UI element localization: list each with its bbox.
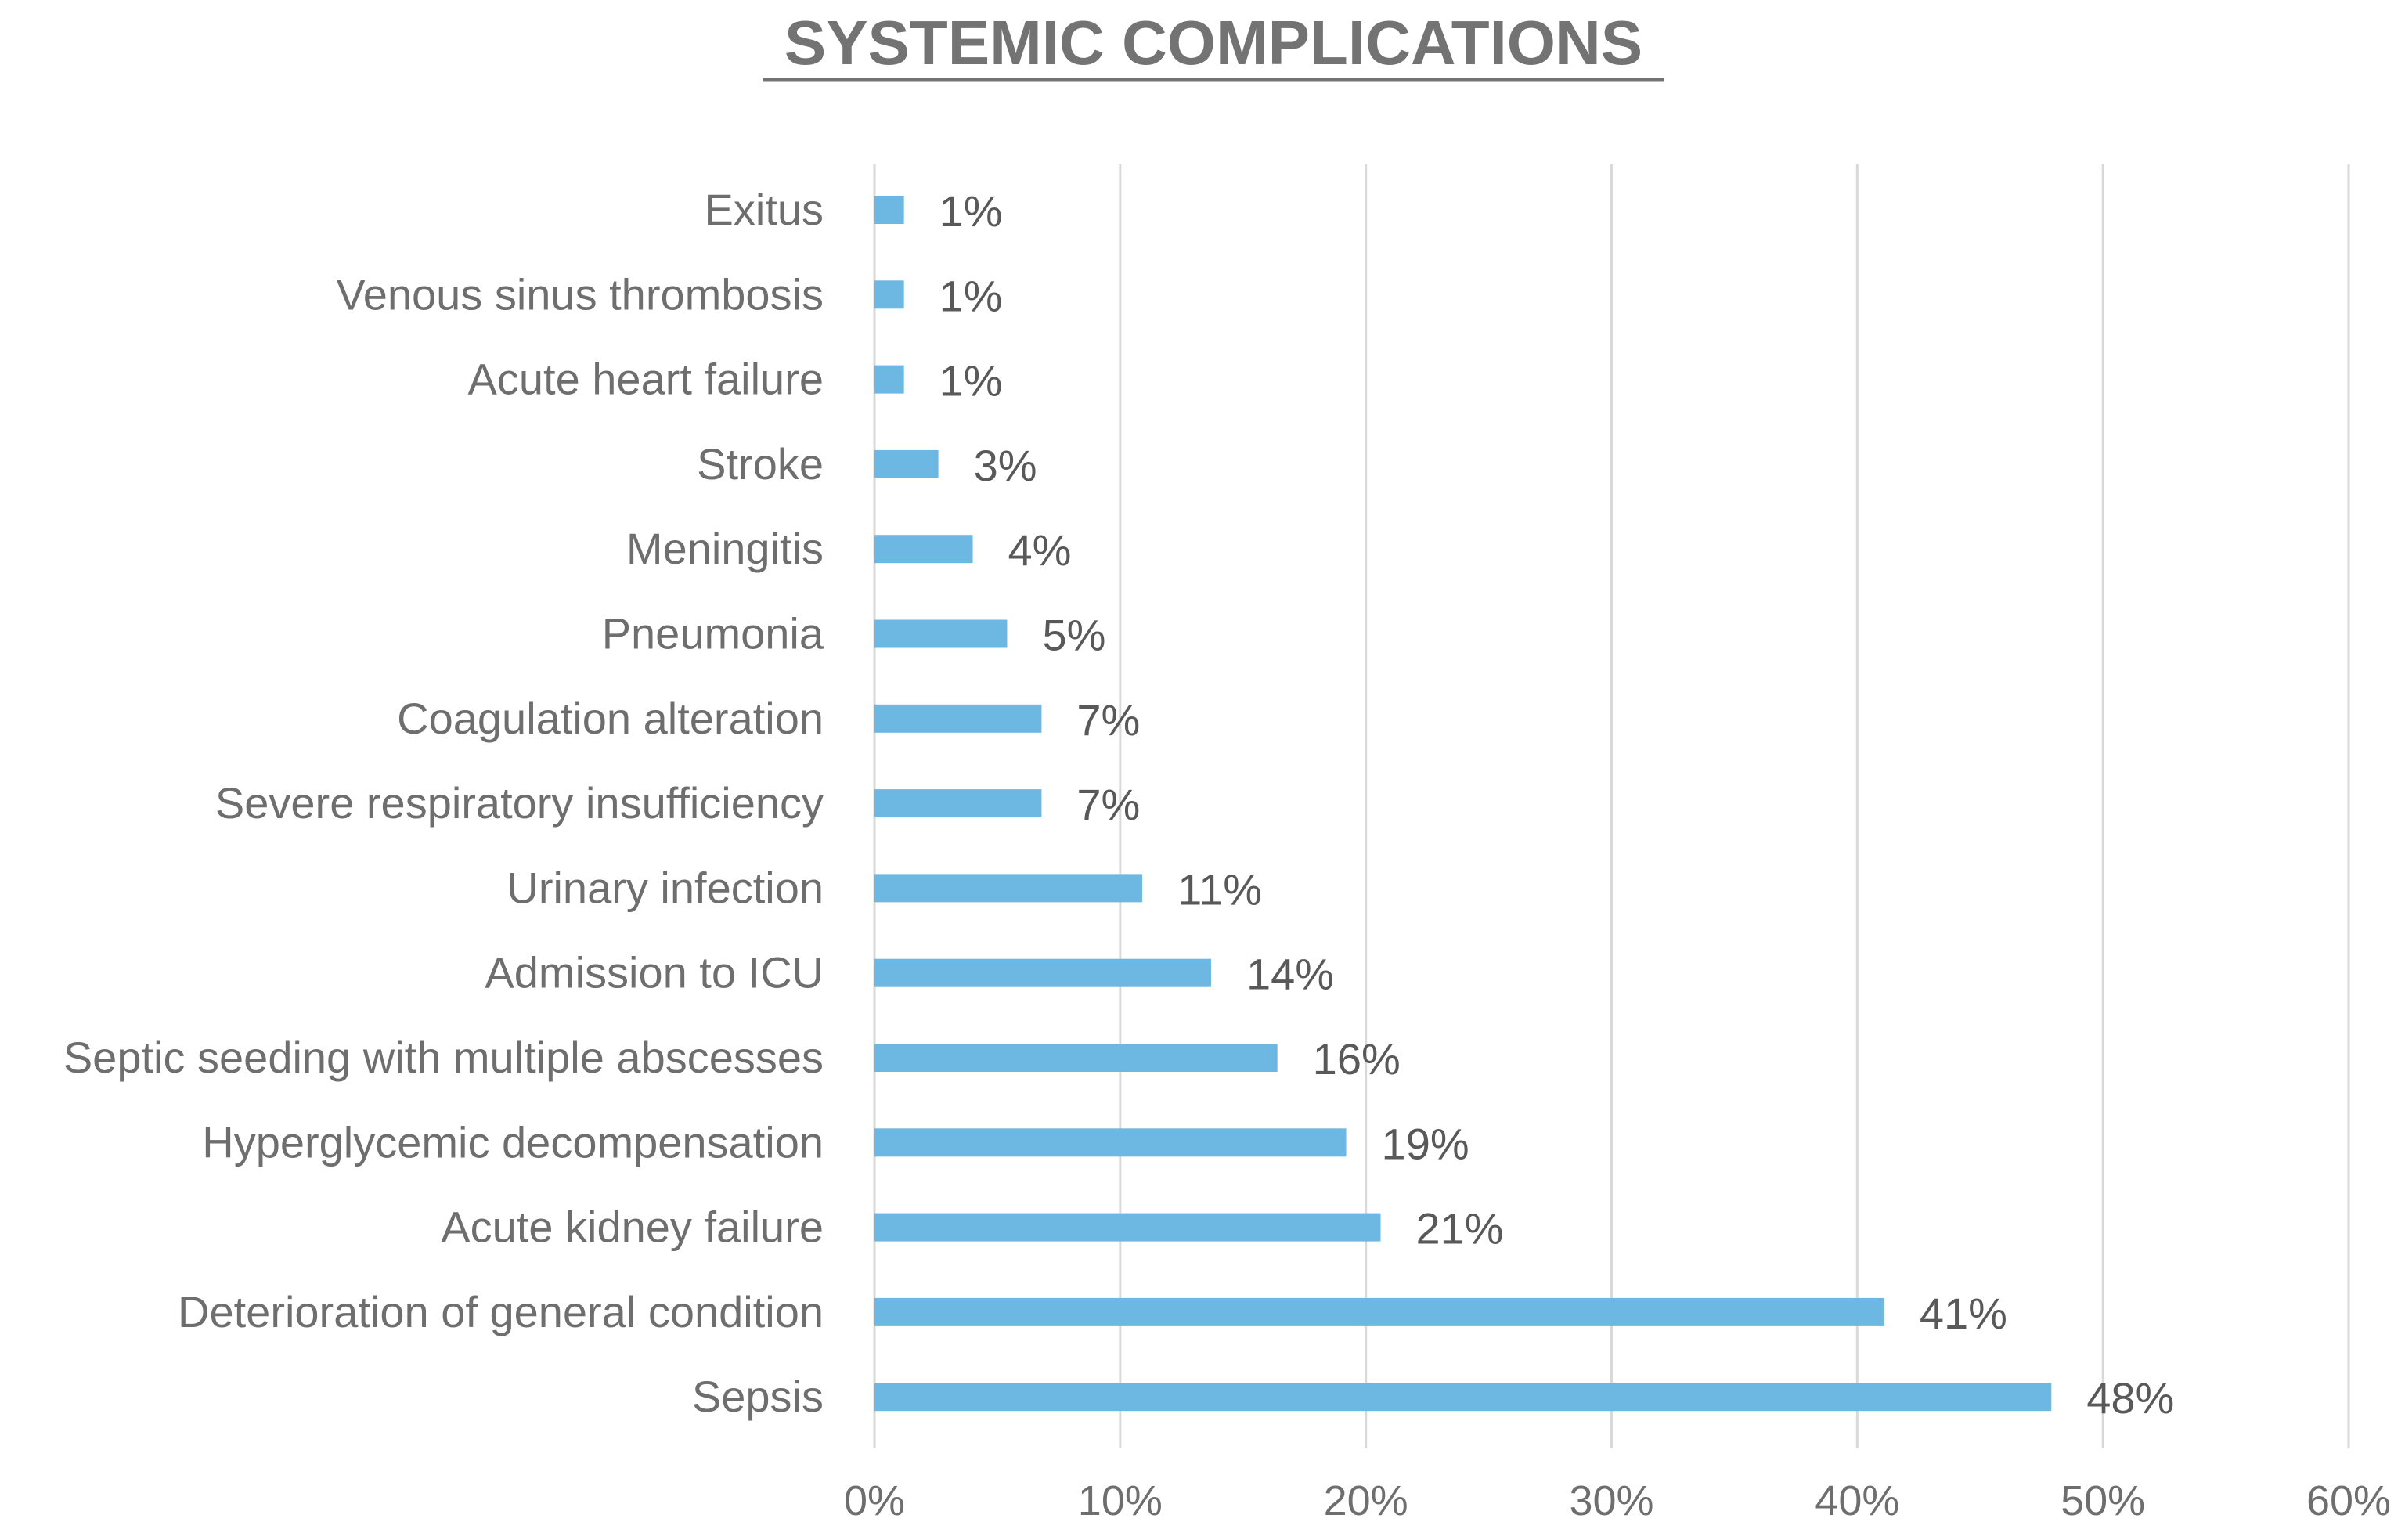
category-label: Urinary infection: [507, 863, 824, 912]
x-tick-label: 50%: [2061, 1477, 2145, 1524]
bar: [874, 1213, 1381, 1242]
bar: [874, 704, 1042, 733]
data-label: 21%: [1415, 1204, 1503, 1253]
bar: [874, 789, 1042, 818]
data-labels: 1% 1% 1% 3% 4% 5% 7% 7% 11% 14% 16% 19% 21% 41% 48%: [939, 186, 2175, 1423]
category-label: Sepsis: [692, 1372, 824, 1421]
category-label: Deterioration of general condition: [178, 1287, 824, 1336]
category-label: Hyperglycemic decompensation: [202, 1117, 824, 1167]
bar: [874, 449, 939, 478]
data-label: 41%: [1920, 1289, 2007, 1338]
x-tick-label: 10%: [1078, 1477, 1163, 1524]
bar: [874, 1297, 1884, 1326]
x-tick-label: 30%: [1569, 1477, 1653, 1524]
bar: [874, 196, 904, 224]
category-label: Severe respiratory insufficiency: [215, 778, 824, 828]
x-tick-label: 20%: [1324, 1477, 1408, 1524]
bars: [874, 196, 2052, 1412]
category-label: Exitus: [705, 185, 824, 234]
data-label: 16%: [1313, 1034, 1401, 1084]
bar: [874, 874, 1143, 903]
category-labels: Exitus Venous sinus thrombosis Acute heart…: [63, 185, 824, 1421]
data-label: 48%: [2086, 1373, 2174, 1423]
data-label: 7%: [1076, 780, 1140, 829]
data-label: 3%: [974, 441, 1037, 490]
bar: [874, 535, 973, 564]
category-label: Acute kidney failure: [441, 1203, 824, 1252]
bar: [874, 1383, 2052, 1412]
category-label: Admission to ICU: [485, 948, 824, 997]
data-label: 1%: [939, 186, 1003, 236]
data-label: 11%: [1177, 864, 1262, 914]
bar: [874, 619, 1008, 648]
data-label: 19%: [1382, 1119, 1469, 1168]
category-label: Stroke: [697, 439, 824, 489]
bar: [874, 1128, 1347, 1157]
chart-title: SYSTEMIC COMPLICATIONS: [784, 8, 1642, 78]
category-label: Meningitis: [626, 524, 824, 573]
data-label: 14%: [1246, 950, 1334, 999]
data-label: 5%: [1042, 611, 1105, 660]
category-label: Coagulation alteration: [397, 694, 824, 743]
x-tick-label: 0%: [844, 1477, 905, 1524]
x-tick-label: 60%: [2306, 1477, 2391, 1524]
data-label: 4%: [1008, 525, 1072, 575]
data-label: 7%: [1076, 695, 1140, 745]
category-label: Septic seeding with multiple abscesses: [63, 1033, 824, 1082]
data-label: 1%: [939, 356, 1003, 406]
x-tick-label: 40%: [1815, 1477, 1899, 1524]
bar: [874, 365, 904, 394]
category-label: Acute heart failure: [468, 355, 824, 404]
category-label: Pneumonia: [602, 609, 824, 658]
title-group: SYSTEMIC COMPLICATIONS: [763, 8, 1664, 82]
bar: [874, 280, 904, 309]
bar: [874, 958, 1211, 987]
gridlines: [873, 164, 2350, 1448]
x-axis-tick-labels: 0% 10% 20% 30% 40% 50% 60%: [844, 1477, 2391, 1524]
data-label: 1%: [939, 271, 1003, 320]
bar: [874, 1044, 1278, 1072]
category-label: Venous sinus thrombosis: [336, 269, 824, 319]
